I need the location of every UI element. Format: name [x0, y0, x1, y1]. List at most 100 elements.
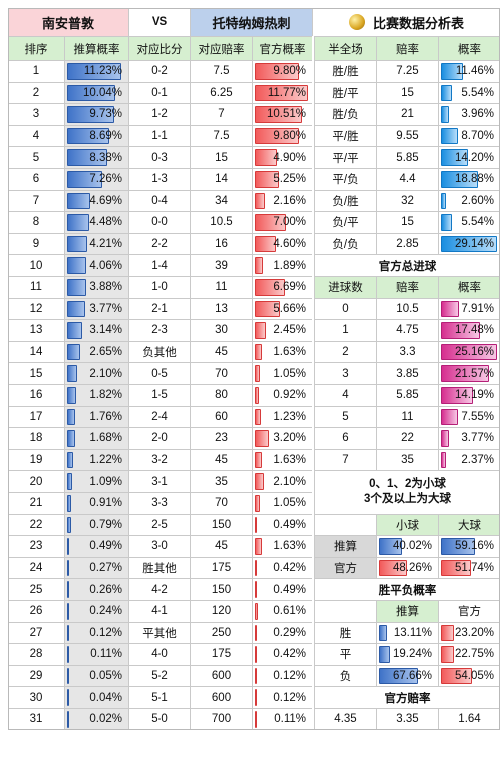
score-cell-text: 3-0 — [151, 540, 168, 553]
official-prob-cell-text: 5.66% — [273, 302, 306, 315]
htft-header-label-text: 半全场 — [328, 43, 363, 56]
htft-prob-cell-text: 5.54% — [461, 216, 494, 229]
htft-prob-cell: 2.60% — [438, 189, 500, 212]
calc-prob-cell: 0.05% — [64, 664, 128, 687]
goals-count-cell: 5 — [314, 405, 376, 428]
odds-cell-text: 250 — [211, 626, 232, 639]
calc-prob-cell-text: 3.88% — [89, 281, 122, 294]
htft-odds-cell-text: 5.85 — [396, 151, 419, 164]
calc-prob-cell-text: 1.22% — [89, 454, 122, 467]
odds-cell-text: 80 — [215, 389, 228, 402]
small-ball-header-text: 小球 — [396, 519, 419, 532]
score-cell-text: 3-3 — [151, 497, 168, 510]
score-cell: 3-0 — [128, 535, 190, 557]
score-cell: 2-4 — [128, 405, 190, 428]
small-ball-header: 小球 — [376, 513, 438, 536]
odds-cell-text: 45 — [215, 454, 228, 467]
wdl-calc-cell: 19.24% — [376, 643, 438, 665]
calc-prob-cell-text: 7.26% — [89, 173, 122, 186]
official-prob-cell-bar — [255, 408, 261, 426]
odds-cell-text: 600 — [211, 691, 232, 704]
htft-label-cell-text: 负/胜 — [332, 195, 359, 208]
goals-prob-cell-bar — [441, 322, 480, 339]
wdl-label-cell: 平 — [314, 643, 376, 665]
calc-prob-cell-bar — [67, 171, 102, 188]
goals-prob-cell-bar — [441, 451, 447, 469]
score-cell: 0-1 — [128, 81, 190, 104]
official-prob-cell-bar — [255, 257, 264, 274]
calc-prob-cell: 8.69% — [64, 124, 128, 147]
odds-cell-text: 14 — [215, 173, 228, 186]
wdl-calc-cell-bar — [379, 667, 419, 685]
rank-cell-text: 3 — [32, 108, 40, 121]
calc-prob-cell: 1.09% — [64, 470, 128, 492]
score-cell: 0-2 — [128, 60, 190, 82]
home-team-title: 南安普敦 — [8, 8, 128, 36]
rank-cell-text: 31 — [29, 713, 43, 726]
score-cell: 5-2 — [128, 664, 190, 687]
rank-cell: 7 — [8, 189, 64, 212]
goals-odds-cell: 10.5 — [376, 297, 438, 320]
wdl-calc-cell-text: 67.66% — [392, 670, 432, 683]
htft-odds-cell: 7.25 — [376, 60, 438, 82]
official-prob-cell-bar — [255, 63, 299, 80]
goals-odds-cell-text: 10.5 — [396, 302, 419, 315]
official-prob-cell-bar — [255, 343, 263, 361]
htft-header-prob: 概率 — [438, 36, 500, 60]
official-prob-cell-text: 0.29% — [273, 626, 306, 639]
rank-cell-text: 25 — [29, 583, 43, 596]
htft-odds-cell-text: 15 — [401, 216, 414, 229]
htft-prob-cell-bar — [441, 192, 447, 210]
calc-prob-cell-text: 0.12% — [89, 626, 122, 639]
rank-cell: 12 — [8, 297, 64, 320]
calc-prob-cell: 7.26% — [64, 168, 128, 190]
odds-cell: 80 — [190, 384, 252, 406]
score-cell: 0-0 — [128, 211, 190, 233]
vs-label-text: VS — [151, 16, 168, 28]
official-prob-cell-text: 0.42% — [273, 562, 306, 575]
wdl-calc-cell-bar — [379, 646, 391, 663]
calc-prob-cell: 1.82% — [64, 384, 128, 406]
official-prob-cell-bar — [255, 603, 258, 620]
rank-cell: 4 — [8, 124, 64, 147]
calc-prob-cell-text: 9.73% — [89, 108, 122, 121]
odds-cell: 70 — [190, 362, 252, 384]
score-cell-text: 5-0 — [151, 713, 168, 726]
score-cell-text: 2-2 — [151, 238, 168, 251]
official-prob-cell-text: 3.20% — [273, 432, 306, 445]
calc-prob-cell-bar — [67, 106, 114, 123]
score-cell: 1-3 — [128, 168, 190, 190]
calc-prob-cell-text: 1.09% — [89, 475, 122, 488]
calc-prob-cell: 3.14% — [64, 319, 128, 341]
goals-header-odds-text: 赔率 — [396, 282, 419, 295]
col-header-rank-text: 排序 — [24, 43, 48, 56]
rank-cell-text: 30 — [29, 691, 43, 704]
official-prob-cell: 3.20% — [252, 427, 312, 449]
official-prob-cell-bar — [255, 149, 277, 166]
htft-prob-cell-bar — [441, 235, 498, 253]
htft-odds-cell: 15 — [376, 81, 438, 104]
official-prob-cell-bar — [255, 689, 257, 706]
calc-prob-cell-bar — [67, 711, 69, 728]
htft-prob-cell-bar — [441, 127, 458, 145]
odds-cell: 175 — [190, 643, 252, 665]
calc-prob-cell-bar — [67, 214, 89, 231]
analysis-title-text: 比赛数据分析表 — [372, 15, 464, 31]
goals-odds-cell-text: 11 — [401, 410, 414, 423]
htft-prob-cell-bar — [441, 106, 449, 123]
odds-cell-text: 175 — [211, 648, 232, 661]
calc-prob-cell-bar — [67, 667, 69, 685]
wdl-calc-cell-text: 19.24% — [392, 648, 432, 661]
official-prob-cell: 0.92% — [252, 384, 312, 406]
score-cell-text: 2-1 — [151, 302, 168, 315]
calc-prob-cell-bar — [67, 149, 108, 166]
goals-prob-cell: 14.19% — [438, 384, 500, 406]
official-prob-cell-bar — [255, 106, 303, 123]
small-prob-cell-bar — [379, 559, 407, 577]
official-prob-cell: 0.12% — [252, 664, 312, 687]
official-prob-cell: 4.90% — [252, 146, 312, 168]
odds-cell-text: 175 — [211, 562, 232, 575]
wdl-calc-cell: 67.66% — [376, 664, 438, 687]
odds-cell: 7 — [190, 103, 252, 125]
htft-prob-cell: 11.46% — [438, 60, 500, 82]
